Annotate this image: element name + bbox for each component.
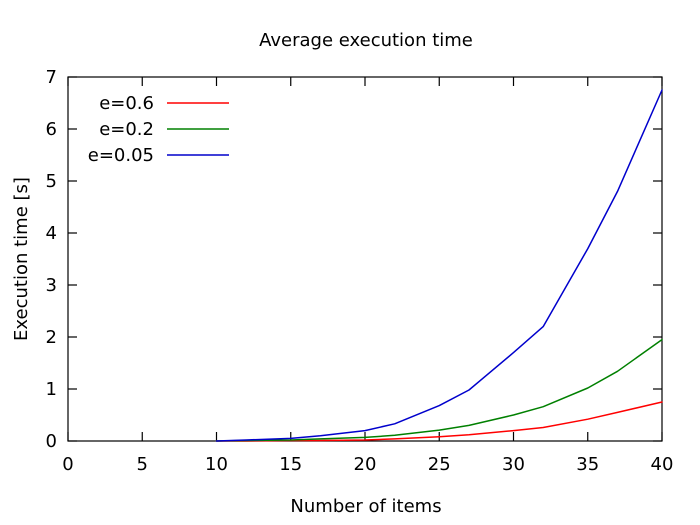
legend-label: e=0.6	[99, 93, 154, 114]
y-tick-label: 4	[46, 223, 57, 244]
legend-label: e=0.2	[99, 119, 154, 140]
y-tick-label: 7	[46, 67, 57, 88]
y-tick-label: 5	[46, 171, 57, 192]
y-tick-label: 2	[46, 327, 57, 348]
legend-label: e=0.05	[88, 145, 154, 166]
x-tick-label: 25	[428, 454, 451, 475]
plot-area	[67, 76, 663, 442]
chart-title: Average execution time	[259, 30, 473, 51]
series-line-2	[215, 338, 663, 442]
y-tick-label: 3	[46, 275, 57, 296]
series-lines	[215, 89, 663, 442]
plot-frame	[67, 76, 663, 442]
x-tick-label: 35	[576, 454, 599, 475]
x-tick-label: 30	[502, 454, 525, 475]
x-tick-label: 15	[279, 454, 302, 475]
x-tick-label: 40	[651, 454, 674, 475]
y-tick-label: 6	[46, 119, 57, 140]
y-tick-label: 0	[46, 431, 57, 452]
y-tick-label: 1	[46, 379, 57, 400]
series-line-3	[215, 89, 663, 442]
y-axis: 0 1 2 3 4 5 6 7	[46, 67, 662, 452]
y-axis-label: Execution time [s]	[11, 177, 32, 341]
x-axis-label: Number of items	[290, 496, 441, 517]
x-axis: 0 5 10 15 20 25 30 35 40	[62, 77, 673, 475]
x-tick-label: 20	[354, 454, 377, 475]
x-tick-label: 5	[137, 454, 148, 475]
legend: e=0.6 e=0.2 e=0.05	[88, 93, 229, 166]
x-tick-label: 0	[62, 454, 73, 475]
x-tick-label: 10	[205, 454, 228, 475]
